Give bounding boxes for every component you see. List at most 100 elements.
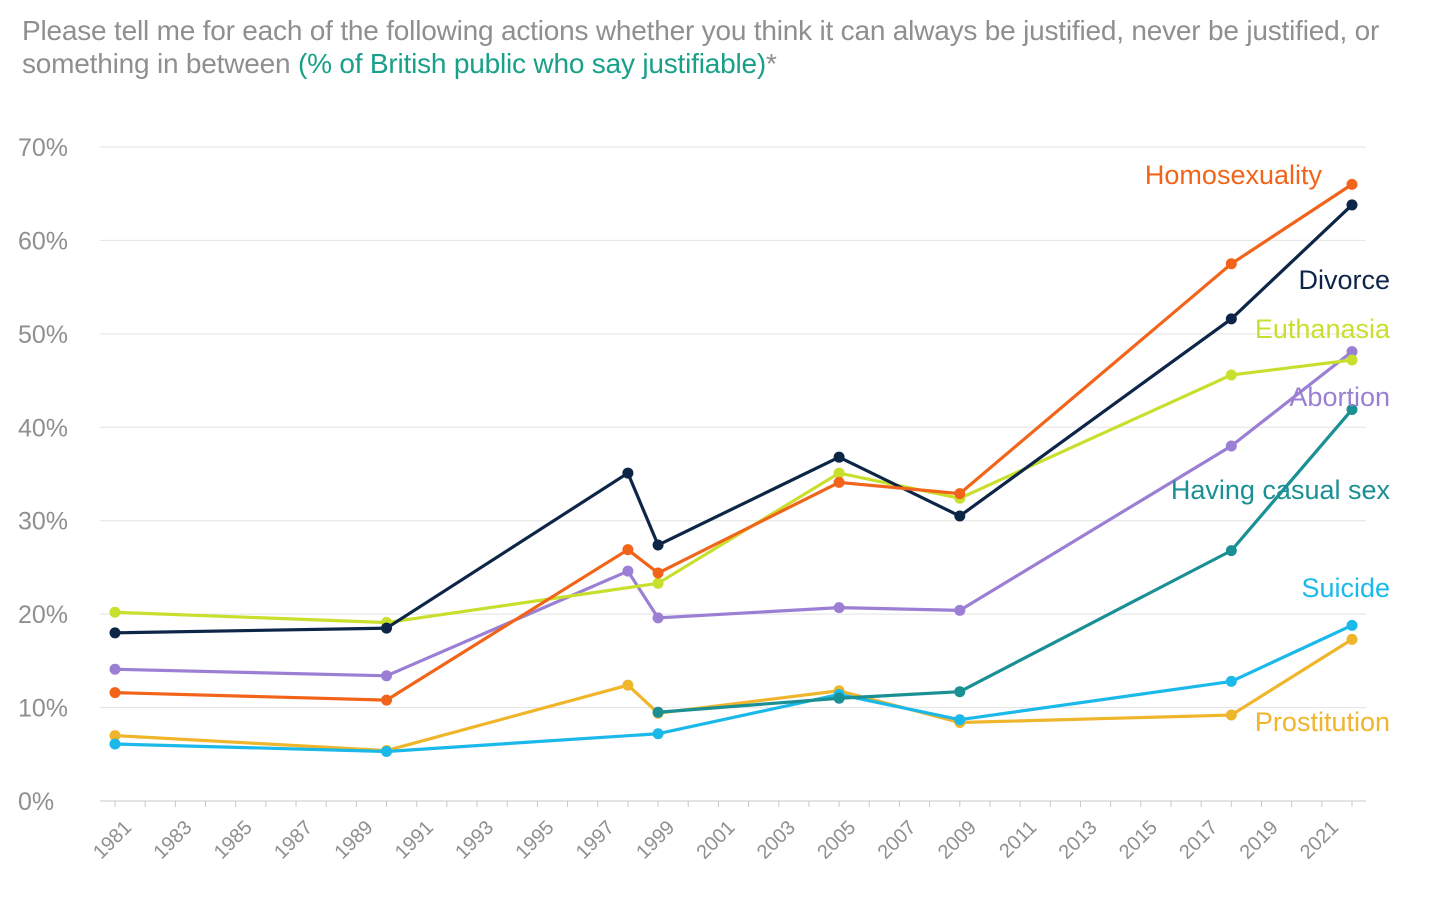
x-tick-label: 1997 [572, 817, 619, 864]
data-point-divorce [1346, 199, 1358, 211]
x-tick-label: 1993 [451, 817, 498, 864]
data-point-having-casual-sex [1225, 545, 1237, 557]
series-line-abortion [113, 350, 1354, 678]
data-point-divorce [1225, 313, 1237, 325]
series-line-divorce [113, 203, 1354, 635]
y-tick-label: 30% [18, 508, 68, 536]
y-tick-label: 70% [18, 134, 68, 162]
chart-title-accent: (% of British public who say justifiable… [297, 48, 766, 79]
series-label-suicide: Suicide [1301, 573, 1390, 603]
data-point-homosexuality [109, 687, 121, 699]
data-point-abortion [381, 670, 393, 682]
data-point-suicide [109, 738, 121, 750]
data-point-divorce [833, 451, 845, 463]
x-tick-label: 2015 [1115, 817, 1162, 864]
x-tick-label: 1981 [89, 817, 136, 864]
data-point-prostitution [109, 730, 121, 742]
series-line-prostitution [113, 637, 1354, 753]
data-point-suicide [1225, 675, 1237, 687]
x-tick-label: 1991 [391, 817, 438, 864]
series-line-suicide [113, 623, 1354, 754]
data-point-prostitution [622, 679, 634, 691]
x-tick-label: 2019 [1236, 817, 1283, 864]
data-point-abortion [622, 565, 634, 577]
data-point-homosexuality [833, 476, 845, 488]
data-point-suicide [1346, 619, 1358, 631]
data-point-prostitution [1346, 633, 1358, 645]
data-point-abortion [1346, 346, 1358, 358]
series-label-having-casual-sex: Having casual sex [1171, 475, 1391, 505]
y-tick-label: 20% [18, 601, 68, 629]
x-tick-label: 2003 [753, 817, 800, 864]
x-tick-label: 1985 [210, 817, 257, 864]
x-tick-label: 2007 [874, 817, 921, 864]
x-tick-label: 2017 [1175, 817, 1222, 864]
data-point-homosexuality [954, 488, 966, 500]
series-group [109, 178, 1358, 757]
chart-title-footnote-mark: * [765, 48, 777, 79]
data-point-homosexuality [652, 567, 664, 579]
y-tick-label: 0% [18, 788, 54, 816]
data-point-euthanasia [833, 467, 845, 479]
data-point-divorce [954, 510, 966, 522]
series-abortion [109, 346, 1358, 682]
series-suicide [109, 619, 1358, 757]
chart-title: Please tell me for each of the following… [22, 14, 1442, 80]
data-point-homosexuality [381, 694, 393, 706]
series-label-prostitution: Prostitution [1255, 707, 1390, 737]
data-point-abortion [652, 612, 664, 624]
data-point-homosexuality [1225, 258, 1237, 270]
data-point-euthanasia [652, 577, 664, 589]
y-tick-label: 50% [18, 321, 68, 349]
y-tick-label: 40% [18, 414, 68, 442]
series-label-abortion: Abortion [1289, 382, 1390, 412]
x-tick-label: 2009 [934, 817, 981, 864]
data-point-euthanasia [1225, 369, 1237, 381]
x-tick-label: 1999 [632, 817, 679, 864]
data-point-homosexuality [622, 544, 634, 556]
y-tick-label: 10% [18, 695, 68, 723]
data-point-abortion [954, 604, 966, 616]
series-labels: Homosexuality Divorce Euthanasia Abortion Ha… [1145, 160, 1391, 737]
x-axis: 1981 1983 1985 1987 1989 1991 1993 1995 1997 1999… [89, 800, 1366, 864]
data-point-having-casual-sex [652, 706, 664, 718]
data-point-abortion [109, 663, 121, 675]
data-point-homosexuality [1346, 178, 1358, 190]
data-point-suicide [381, 745, 393, 757]
x-tick-label: 2005 [813, 817, 860, 864]
x-tick-label: 1983 [149, 817, 196, 864]
x-tick-label: 1995 [512, 817, 559, 864]
series-line-homosexuality [113, 182, 1354, 702]
x-tick-label: 2001 [693, 817, 740, 864]
series-homosexuality [109, 178, 1358, 706]
series-prostitution [109, 633, 1358, 757]
series-label-divorce: Divorce [1298, 265, 1390, 295]
data-point-having-casual-sex [833, 692, 845, 704]
data-point-divorce [652, 539, 664, 551]
data-point-having-casual-sex [1346, 404, 1358, 416]
x-tick-label: 2013 [1055, 817, 1102, 864]
x-tick-label: 2021 [1296, 817, 1343, 864]
data-point-euthanasia [109, 606, 121, 618]
x-tick-label: 2011 [995, 817, 1041, 863]
data-point-divorce [622, 467, 634, 479]
data-point-prostitution [1225, 709, 1237, 721]
x-tick-label: 1989 [330, 817, 377, 864]
data-point-divorce [109, 627, 121, 639]
x-tick-label: 1987 [270, 817, 317, 864]
series-euthanasia [109, 354, 1358, 629]
data-point-suicide [652, 728, 664, 740]
data-point-divorce [381, 622, 393, 634]
series-label-homosexuality: Homosexuality [1145, 160, 1323, 190]
series-divorce [109, 199, 1358, 639]
data-point-abortion [1225, 440, 1237, 452]
y-tick-label: 60% [18, 227, 68, 255]
series-label-euthanasia: Euthanasia [1255, 314, 1391, 344]
data-point-abortion [833, 602, 845, 614]
y-axis: 0% 10% 20% 30% 40% 50% 60% 70% [18, 134, 68, 816]
data-point-having-casual-sex [954, 686, 966, 698]
series-having-casual-sex [652, 404, 1358, 718]
data-point-euthanasia [1346, 354, 1358, 366]
data-point-suicide [954, 714, 966, 726]
